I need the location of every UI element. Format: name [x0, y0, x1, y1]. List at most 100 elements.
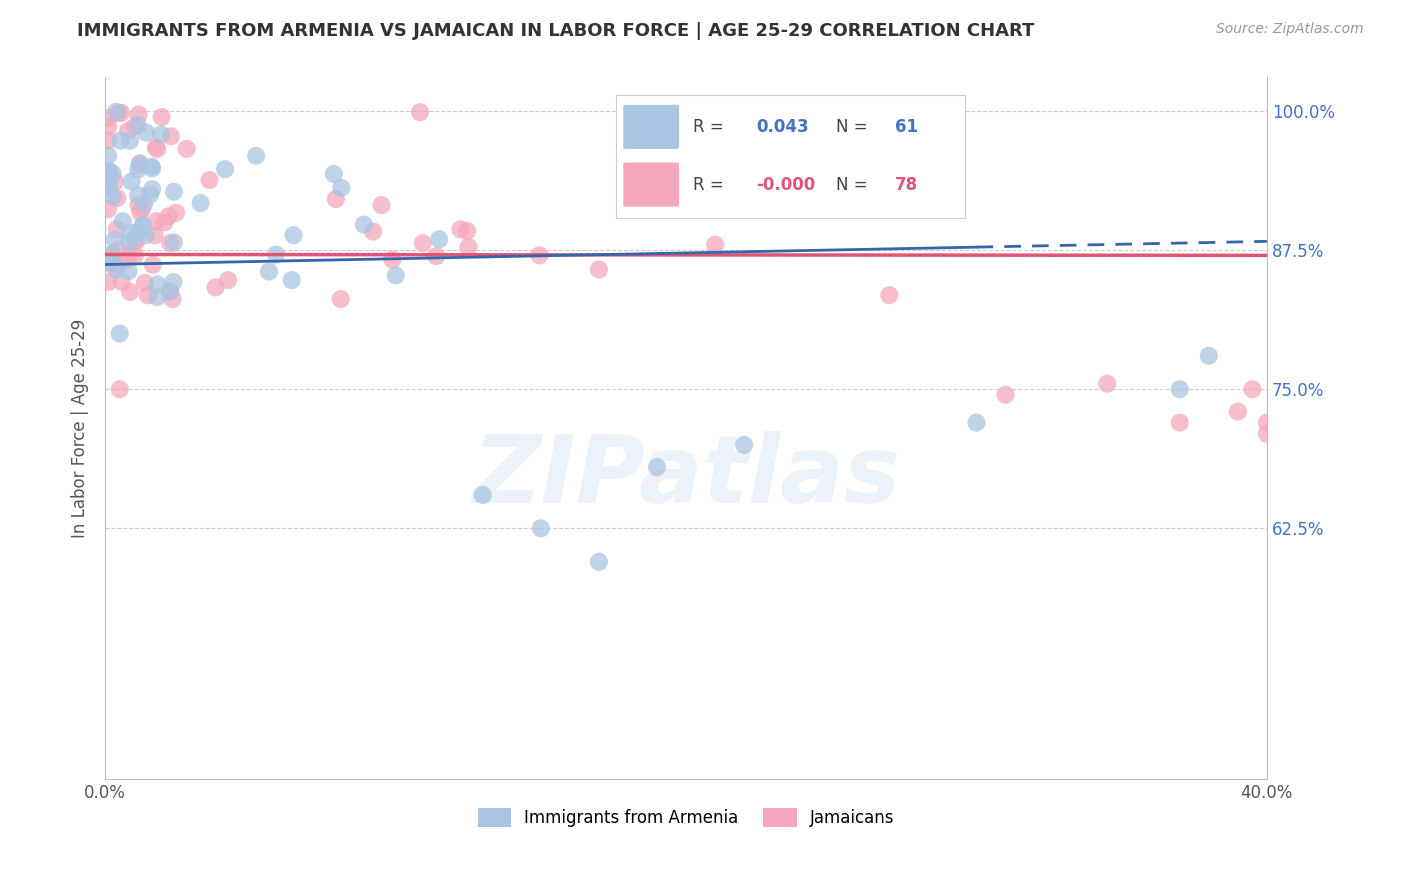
- Point: [118, 235, 141, 250]
- Point: [124, 248, 146, 262]
- Point: [118, 134, 141, 148]
- Point: [329, 292, 352, 306]
- Text: ZIPatlas: ZIPatlas: [472, 432, 900, 524]
- Point: [163, 235, 186, 250]
- Point: [97, 148, 120, 162]
- Point: [131, 202, 153, 216]
- Point: [108, 326, 131, 341]
- Point: [361, 225, 384, 239]
- Point: [117, 264, 139, 278]
- Point: [134, 196, 156, 211]
- Point: [322, 167, 344, 181]
- Point: [98, 180, 121, 194]
- Point: [245, 149, 267, 163]
- Point: [162, 275, 184, 289]
- Point: [412, 236, 434, 251]
- Point: [120, 247, 142, 261]
- Point: [142, 258, 165, 272]
- Point: [110, 134, 132, 148]
- Point: [97, 175, 120, 189]
- Point: [101, 166, 124, 180]
- Point: [457, 240, 479, 254]
- Point: [145, 140, 167, 154]
- Point: [97, 120, 120, 134]
- Y-axis label: In Labor Force | Age 25-29: In Labor Force | Age 25-29: [72, 318, 89, 538]
- Point: [427, 232, 450, 246]
- Point: [146, 277, 169, 292]
- Point: [105, 191, 128, 205]
- Point: [141, 182, 163, 196]
- Point: [160, 129, 183, 144]
- Point: [114, 253, 136, 268]
- Point: [283, 228, 305, 243]
- Point: [370, 198, 392, 212]
- Point: [994, 388, 1017, 402]
- Point: [645, 460, 668, 475]
- Point: [97, 133, 120, 147]
- Point: [530, 521, 553, 535]
- Point: [330, 181, 353, 195]
- Point: [127, 226, 149, 240]
- Text: Source: ZipAtlas.com: Source: ZipAtlas.com: [1216, 22, 1364, 37]
- Point: [107, 106, 129, 120]
- Point: [1168, 382, 1191, 396]
- Point: [128, 107, 150, 121]
- Point: [97, 202, 120, 216]
- Point: [132, 218, 155, 232]
- Point: [190, 196, 212, 211]
- Point: [141, 161, 163, 176]
- Point: [139, 187, 162, 202]
- Point: [128, 156, 150, 170]
- Point: [121, 174, 143, 188]
- Point: [1168, 416, 1191, 430]
- Point: [105, 222, 128, 236]
- Point: [98, 248, 121, 262]
- Point: [529, 248, 551, 262]
- Point: [381, 252, 404, 267]
- Point: [98, 164, 121, 178]
- Point: [136, 288, 159, 302]
- Point: [588, 555, 610, 569]
- Point: [127, 198, 149, 212]
- Point: [111, 214, 134, 228]
- Point: [409, 105, 432, 120]
- Point: [588, 262, 610, 277]
- Point: [159, 285, 181, 299]
- Point: [143, 228, 166, 243]
- Point: [134, 276, 156, 290]
- Point: [105, 263, 128, 277]
- Point: [198, 173, 221, 187]
- Point: [966, 416, 988, 430]
- Point: [135, 126, 157, 140]
- Point: [105, 104, 128, 119]
- Point: [471, 488, 494, 502]
- Point: [100, 257, 122, 271]
- Point: [384, 268, 406, 283]
- Point: [450, 222, 472, 236]
- Point: [110, 106, 132, 120]
- Point: [264, 247, 287, 261]
- Point: [100, 169, 122, 184]
- Point: [101, 256, 124, 270]
- Point: [425, 249, 447, 263]
- Point: [125, 234, 148, 248]
- Point: [105, 259, 128, 273]
- Point: [257, 264, 280, 278]
- Point: [1226, 404, 1249, 418]
- Point: [792, 173, 814, 187]
- Point: [1095, 376, 1118, 391]
- Point: [165, 205, 187, 219]
- Point: [1256, 426, 1278, 441]
- Point: [157, 284, 180, 298]
- Point: [129, 205, 152, 219]
- Point: [145, 214, 167, 228]
- Point: [108, 382, 131, 396]
- Point: [141, 160, 163, 174]
- Point: [107, 243, 129, 257]
- Point: [1198, 349, 1220, 363]
- Point: [325, 192, 347, 206]
- Point: [204, 280, 226, 294]
- Point: [97, 165, 120, 179]
- Point: [150, 110, 173, 124]
- Point: [101, 190, 124, 204]
